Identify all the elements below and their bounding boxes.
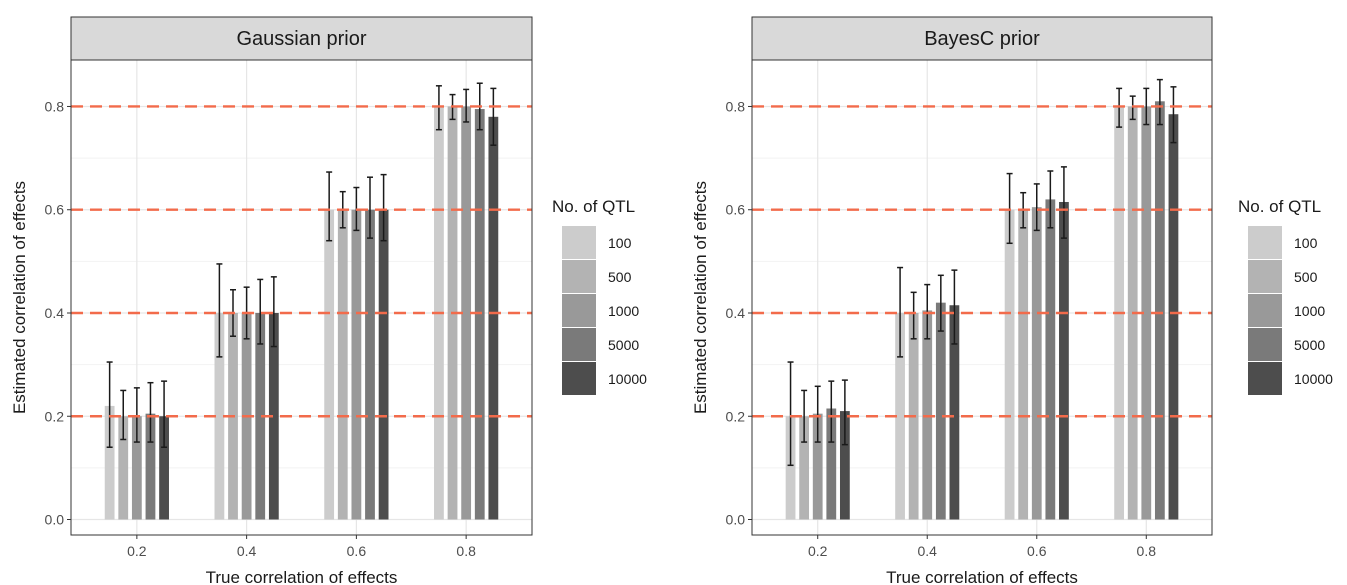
bar	[214, 312, 225, 520]
y-tick-label: 0.8	[45, 98, 65, 114]
legend-swatch	[562, 294, 596, 327]
bar	[826, 408, 837, 520]
bar	[378, 209, 389, 520]
y-tick-label: 0.4	[45, 305, 65, 321]
bar	[474, 109, 485, 520]
bar	[922, 310, 933, 520]
y-tick-label: 0.2	[45, 408, 65, 424]
legend-swatch	[1248, 260, 1282, 293]
bar	[159, 416, 169, 520]
legend-swatch	[562, 226, 596, 259]
x-tick-label: 0.4	[918, 543, 938, 559]
facet-title: BayesC prior	[924, 28, 1040, 50]
bar	[365, 209, 375, 520]
legend-swatch	[1248, 226, 1282, 259]
bar	[1168, 114, 1179, 520]
x-axis-title: True correlation of effects	[886, 568, 1078, 585]
bar	[1059, 201, 1069, 520]
bar	[255, 312, 266, 520]
legend-swatch	[562, 260, 596, 293]
bar	[268, 312, 279, 520]
bar	[145, 413, 156, 520]
legend: No. of QTL 100 500 1000 5000 10000	[552, 197, 647, 395]
bar	[935, 302, 946, 520]
bar	[895, 312, 905, 520]
legend: No. of QTL 100 500 1000 5000 10000	[1238, 197, 1333, 395]
panel-border	[70, 59, 533, 536]
bar	[1018, 209, 1029, 520]
x-tick-label: 0.8	[1137, 543, 1157, 559]
legend-label: 100	[608, 235, 632, 251]
x-tick-label: 0.2	[127, 543, 147, 559]
x-axis-title: True correlation of effects	[206, 568, 398, 585]
legend-label: 500	[608, 269, 632, 285]
bar	[1154, 101, 1165, 520]
bar	[1031, 207, 1042, 520]
bar	[461, 106, 472, 520]
legend-title: No. of QTL	[1238, 197, 1321, 216]
legend-swatch	[562, 362, 596, 395]
legend-label: 5000	[1294, 337, 1325, 353]
bar	[1141, 106, 1152, 520]
legend-label: 100	[1294, 235, 1318, 251]
facet-title: Gaussian prior	[236, 28, 366, 50]
panel-2: BayesC prior 0.0 0.2 0.4 0.6 0.8 0.2 0.4 0.6 0.8 T…	[691, 16, 1333, 585]
x-tick-label: 0.4	[237, 543, 257, 559]
bar	[131, 416, 142, 520]
bar	[785, 416, 796, 520]
legend-swatch	[1248, 294, 1282, 327]
legend-label: 5000	[608, 337, 639, 353]
x-tick-label: 0.2	[808, 543, 828, 559]
legend-swatch	[562, 328, 596, 361]
bar	[949, 305, 960, 520]
panel-border	[751, 59, 1213, 536]
bar	[488, 116, 499, 520]
facet-strip	[70, 16, 533, 61]
legend-label: 500	[1294, 269, 1318, 285]
bar	[812, 413, 823, 520]
legend-label: 1000	[608, 303, 639, 319]
bar	[104, 405, 115, 520]
bar	[118, 416, 129, 520]
x-tick-label: 0.6	[347, 543, 367, 559]
bar	[1004, 209, 1015, 520]
bar	[337, 209, 348, 520]
y-tick-label: 0.0	[45, 512, 65, 528]
y-tick-label: 0.2	[726, 408, 746, 424]
bar	[324, 209, 335, 520]
legend-label: 10000	[608, 371, 647, 387]
x-tick-label: 0.8	[456, 543, 476, 559]
bar	[351, 209, 362, 520]
y-axis-title: Estimated correlation of effects	[691, 181, 710, 414]
y-tick-label: 0.6	[45, 202, 65, 218]
legend-swatch	[1248, 362, 1282, 395]
y-tick-label: 0.8	[726, 98, 746, 114]
y-tick-label: 0.6	[726, 202, 746, 218]
legend-swatch	[1248, 328, 1282, 361]
bar	[839, 411, 850, 520]
bar	[799, 416, 810, 520]
legend-title: No. of QTL	[552, 197, 635, 216]
y-tick-label: 0.0	[726, 512, 746, 528]
y-tick-label: 0.4	[726, 305, 746, 321]
legend-label: 10000	[1294, 371, 1333, 387]
x-tick-label: 0.6	[1027, 543, 1047, 559]
panel-1: Gaussian prior 0.0 0.2 0.4 0.6 0.8 0.2 0.4 0.6 0.…	[10, 16, 647, 585]
bar	[1045, 199, 1056, 520]
y-axis-title: Estimated correlation of effects	[10, 181, 29, 414]
legend-label: 1000	[1294, 303, 1325, 319]
